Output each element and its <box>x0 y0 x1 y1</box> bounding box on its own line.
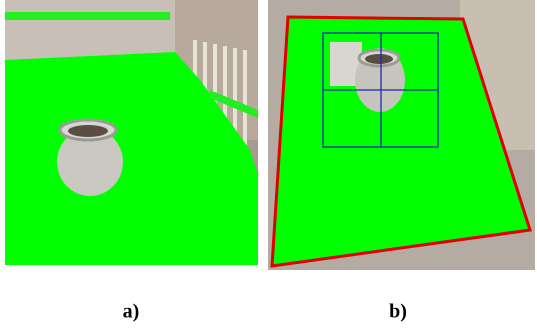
photo-b <box>268 0 535 270</box>
panel-label: b) <box>389 301 407 323</box>
panel-label: a) <box>123 301 140 323</box>
figure: a) b) <box>0 0 537 329</box>
photo-a <box>5 0 258 265</box>
